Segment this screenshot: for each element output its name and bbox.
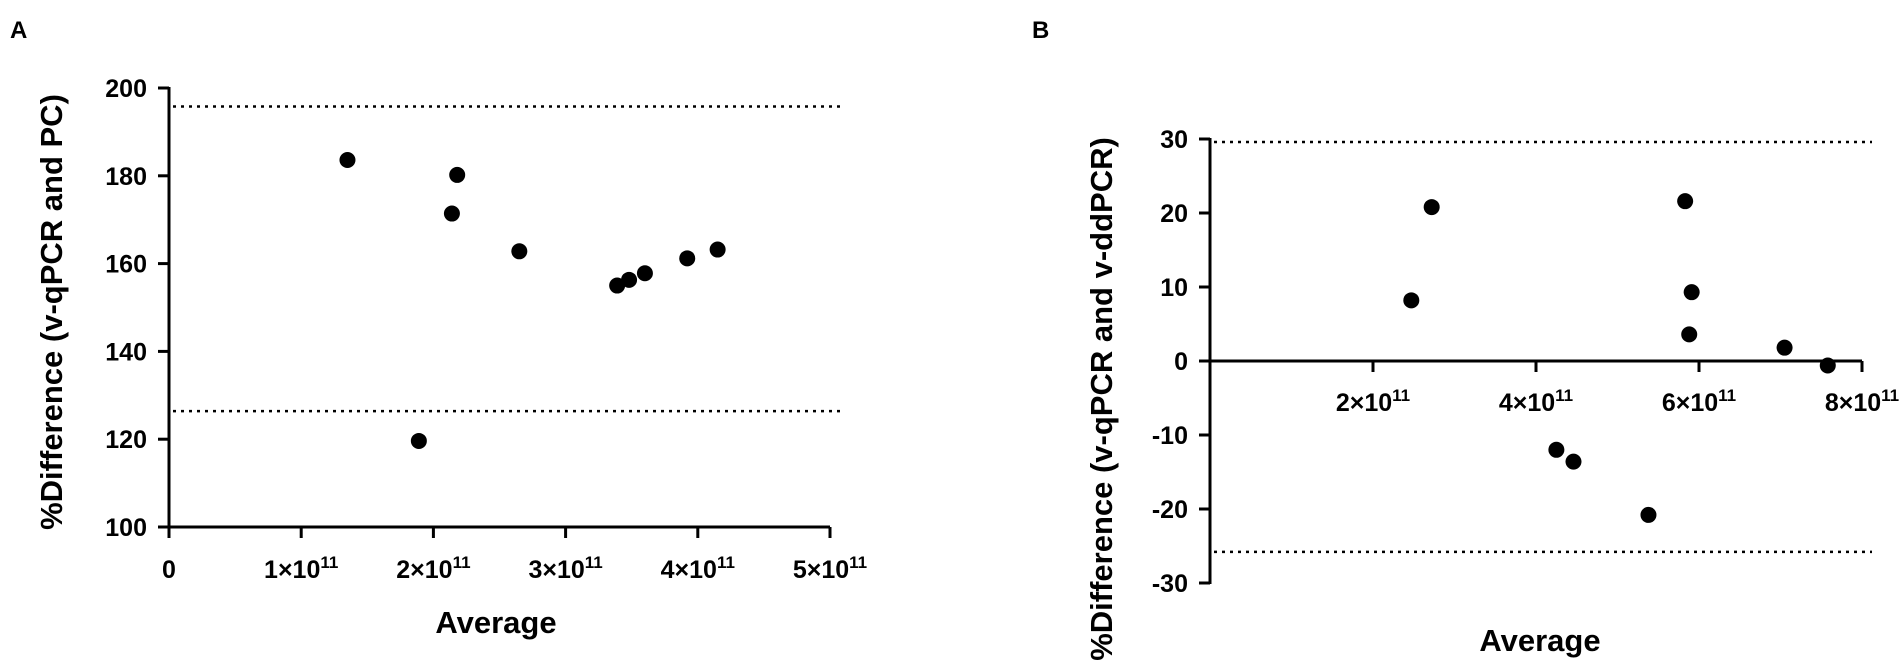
panel-b-data-point: [1403, 292, 1420, 309]
panel-b-points: [1403, 193, 1836, 523]
panel-b-y-tick-label: 20: [1160, 200, 1188, 228]
panel-b-y-tick-label: -30: [1152, 570, 1188, 598]
panel-a-y-axis-title: %Difference (v-qPCR and PC): [34, 94, 69, 530]
panel-a-y-ticks: 100 120 140 160 180 200: [105, 75, 169, 542]
panel-a-y-tick-label: 100: [105, 514, 147, 542]
panel-b-y-tick-label: -10: [1152, 422, 1188, 450]
panel-a-data-point: [410, 432, 427, 449]
panel-a-label: A: [10, 17, 27, 44]
panel-a-data-point: [443, 205, 460, 222]
panel-a-x-tick-label: 5×1011: [793, 553, 867, 584]
panel-a-y-tick-label: 120: [105, 426, 147, 454]
panel-a-y-tick-label: 200: [105, 75, 147, 103]
panel-b-y-tick-label: 0: [1174, 348, 1188, 376]
panel-b-data-point: [1640, 506, 1657, 523]
panel-b-data-point: [1681, 326, 1698, 343]
panel-a: A 0 1×1011 2×1011 3×1011 4×1011 5×1011 100 120…: [10, 17, 867, 640]
panel-a-x-axis-title: Average: [435, 605, 556, 640]
panel-a-data-point: [609, 277, 626, 294]
panel-a-data-point: [449, 166, 466, 183]
panel-b-x-tick-label: 2×1011: [1336, 386, 1410, 417]
panel-a-data-point: [679, 250, 696, 267]
panel-b-x-ticks: 2×1011 4×1011 6×1011 8×1011: [1336, 361, 1899, 417]
panel-a-x-tick-label: 0: [162, 556, 176, 584]
panel-b-x-axis-title: Average: [1479, 623, 1600, 658]
panel-b-data-point: [1677, 193, 1694, 210]
panel-b-y-tick-label: -20: [1152, 496, 1188, 524]
panel-b-data-point: [1819, 357, 1836, 374]
panel-b-x-tick-label: 4×1011: [1499, 386, 1573, 417]
panel-b: B 2×1011 4×1011 6×1011 8×1011 -30 -20 -10 0 10 2…: [1032, 17, 1899, 661]
panel-b-limit-lines: [1214, 140, 1872, 554]
panel-b-x-tick-label: 8×1011: [1825, 386, 1899, 417]
panel-a-y-tick-label: 140: [105, 338, 147, 366]
panel-b-data-point: [1423, 199, 1440, 216]
panel-a-data-point: [636, 265, 653, 282]
panel-b-x-tick-label: 6×1011: [1662, 386, 1736, 417]
panel-b-y-ticks: -30 -20 -10 0 10 20 30: [1152, 126, 1210, 598]
panel-a-x-tick-label: 1×1011: [264, 553, 338, 584]
panel-a-x-tick-label: 2×1011: [396, 553, 470, 584]
panel-a-x-tick-label: 4×1011: [661, 553, 735, 584]
panel-a-points: [339, 151, 726, 449]
panel-a-data-point: [511, 243, 528, 260]
panel-b-data-point: [1565, 453, 1582, 470]
panel-a-data-point: [339, 151, 356, 168]
panel-b-y-tick-label: 30: [1160, 126, 1188, 154]
panel-a-y-tick-label: 180: [105, 163, 147, 191]
panel-b-y-tick-label: 10: [1160, 274, 1188, 302]
panel-a-x-ticks: 0 1×1011 2×1011 3×1011 4×1011 5×1011: [162, 527, 867, 584]
panel-a-axes: [167, 87, 830, 529]
panel-b-data-point: [1776, 339, 1793, 356]
panel-a-data-point: [621, 271, 638, 288]
panel-a-x-tick-label: 3×1011: [528, 553, 602, 584]
panel-a-data-point: [709, 241, 726, 258]
panel-b-data-point: [1548, 441, 1565, 458]
panel-b-data-point: [1683, 284, 1700, 301]
panel-a-limit-lines: [173, 105, 840, 413]
panel-a-y-tick-label: 160: [105, 251, 147, 279]
panel-b-y-axis-title: %Difference (v-qPCR and v-ddPCR): [1084, 137, 1119, 661]
panel-b-label: B: [1032, 17, 1049, 44]
